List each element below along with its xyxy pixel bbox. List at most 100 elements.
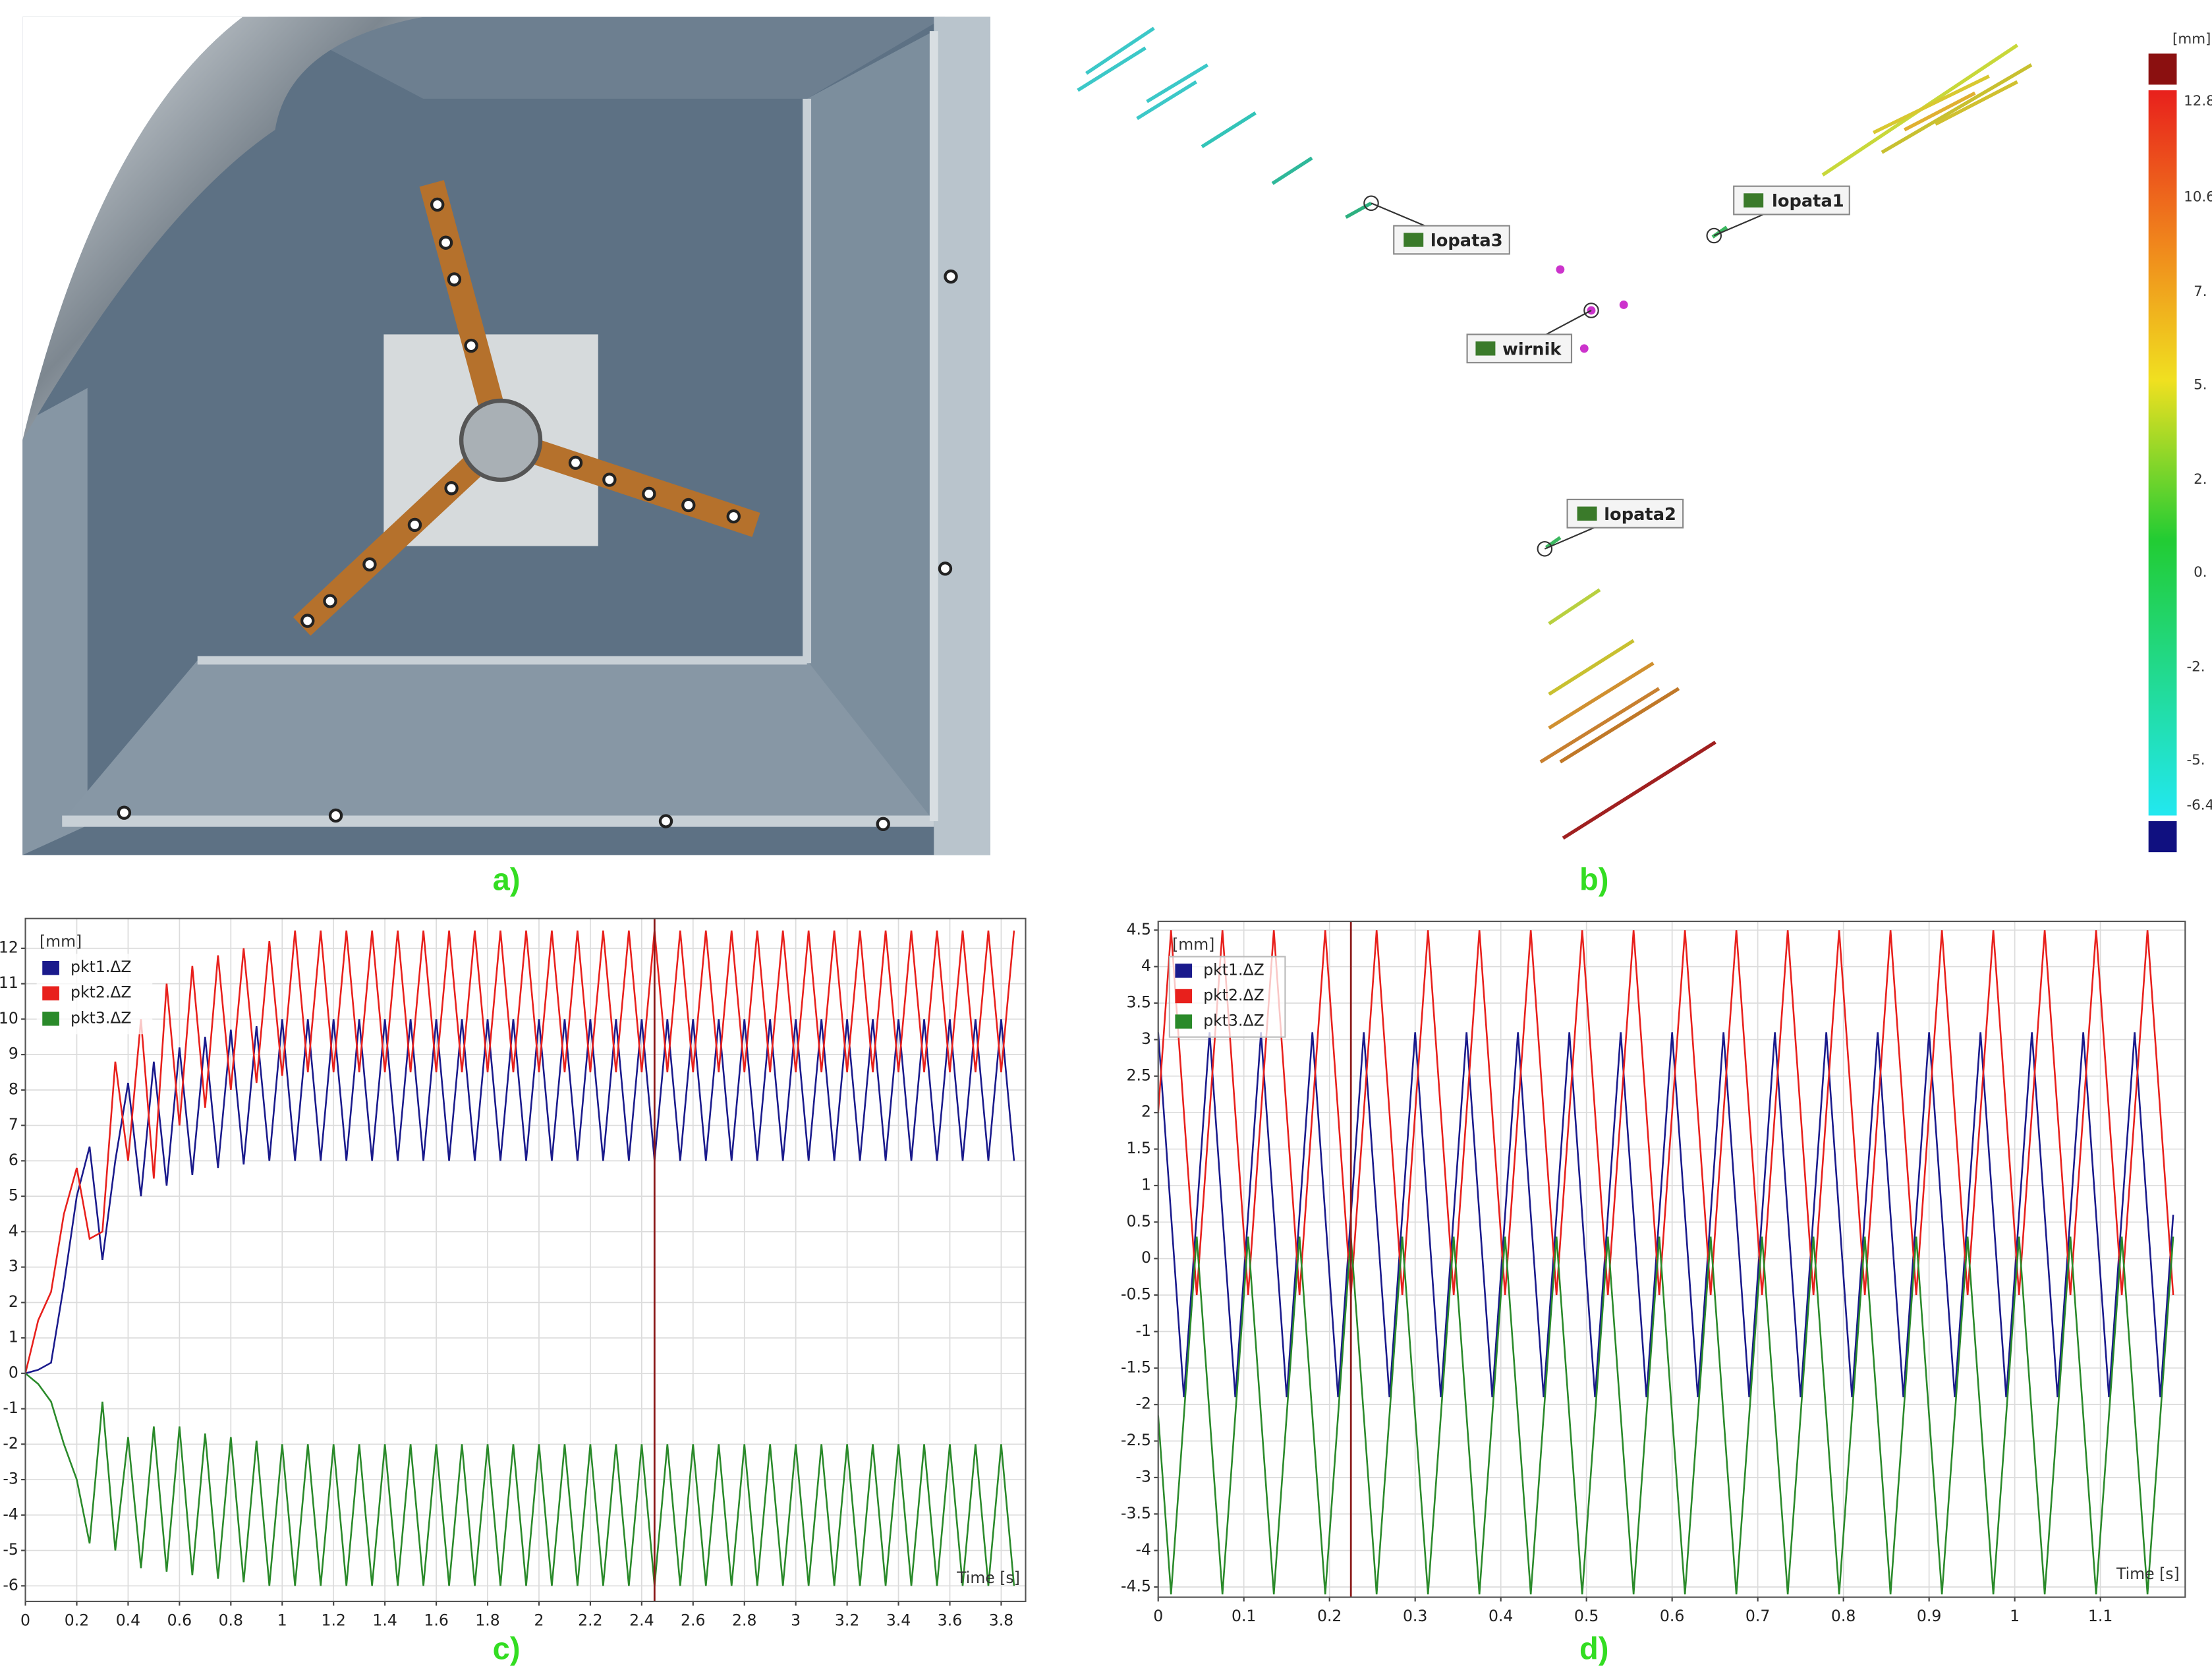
colorbar-unit: [mm] — [2172, 31, 2211, 47]
y-tick-label: -4.5 — [1121, 1577, 1151, 1596]
panel-label: b) — [1579, 862, 1608, 897]
plot-area — [26, 919, 1026, 1601]
y-tick-label: 4 — [1141, 956, 1151, 975]
tag-label: wirnik — [1502, 339, 1562, 359]
y-tick-label: 0 — [1141, 1248, 1151, 1267]
vector — [1272, 158, 1312, 184]
vector — [1882, 65, 2031, 152]
x-tick-label: 1.2 — [321, 1611, 345, 1629]
y-tick-label: 11 — [0, 973, 18, 992]
marker — [643, 488, 654, 500]
y-axis-label: [mm] — [1172, 935, 1214, 954]
x-tick-label: 2.8 — [732, 1611, 756, 1629]
vector — [1137, 82, 1197, 119]
x-tick-label: 0.8 — [219, 1611, 243, 1629]
x-tick-label: 0.8 — [1831, 1607, 1856, 1625]
marker — [683, 500, 694, 511]
panel-label: d) — [1579, 1630, 1608, 1665]
panel-label: a) — [493, 862, 521, 897]
x-tick-label: 1.8 — [475, 1611, 499, 1629]
vector — [1541, 689, 1659, 762]
marker — [432, 199, 443, 210]
x-tick-label: 0.7 — [1745, 1607, 1770, 1625]
vector — [1935, 82, 2017, 124]
marker — [440, 237, 451, 248]
vector — [1549, 641, 1633, 694]
y-tick-label: 0 — [9, 1363, 18, 1381]
under-swatch — [2149, 821, 2177, 852]
connector — [1546, 310, 1591, 334]
y-tick-label: 1 — [1141, 1175, 1151, 1194]
colorbar-ramp — [2149, 90, 2177, 815]
x-tick-label: 0.4 — [1489, 1607, 1513, 1625]
marker — [728, 511, 739, 522]
y-tick-label: -4 — [3, 1505, 18, 1523]
legend-label: pkt2.ΔZ — [71, 983, 132, 1002]
y-tick-label: 3.5 — [1127, 993, 1151, 1012]
tag-icon — [1744, 193, 1763, 207]
marker — [330, 810, 341, 821]
legend-swatch — [1175, 964, 1192, 977]
y-tick-label: 8 — [9, 1080, 18, 1098]
vectors — [1078, 28, 2031, 838]
figure: a) lopata3 wirnik — [0, 0, 2212, 1672]
legend-label: pkt3.ΔZ — [1203, 1012, 1264, 1030]
panel-label: c) — [493, 1630, 521, 1665]
marker — [409, 519, 420, 531]
over-swatch — [2149, 53, 2177, 84]
y-tick-label: 10 — [0, 1009, 18, 1027]
y-tick-label: -5 — [3, 1540, 18, 1559]
marker — [660, 815, 671, 826]
connector — [1714, 214, 1763, 235]
point — [1587, 306, 1596, 315]
colorbar-label: -6.4 — [2186, 797, 2212, 813]
x-tick-label: 0.2 — [65, 1611, 89, 1629]
y-tick-label: -3.5 — [1121, 1504, 1151, 1522]
x-tick-label: 3.2 — [835, 1611, 859, 1629]
chart: -4.5-4-3.5-3-2.5-2-1.5-1-0.500.511.522.5… — [1121, 920, 2185, 1625]
y-tick-label: -2 — [3, 1434, 18, 1453]
x-tick-label: 2.2 — [578, 1611, 602, 1629]
y-tick-label: 4.5 — [1127, 920, 1151, 938]
y-tick-label: -2.5 — [1121, 1431, 1151, 1449]
colorbar-label: 2. — [2194, 471, 2207, 488]
marker — [604, 474, 615, 485]
y-tick-label: 7 — [9, 1115, 18, 1134]
legend-swatch — [42, 961, 59, 975]
marker — [302, 615, 313, 626]
y-tick-label: -3 — [3, 1470, 18, 1488]
y-tick-label: -4 — [1136, 1540, 1151, 1559]
x-tick-label: 0.4 — [116, 1611, 140, 1629]
x-axis-label: Time [s] — [2116, 1565, 2180, 1583]
marker — [446, 482, 457, 494]
x-tick-label: 0.6 — [167, 1611, 192, 1629]
x-tick-label: 2 — [534, 1611, 544, 1629]
vector — [1560, 689, 1679, 762]
photo — [22, 17, 990, 855]
colorbar-label: -5. — [2186, 752, 2205, 768]
y-axis-label: [mm] — [40, 933, 82, 951]
x-axis-label: Time [s] — [956, 1569, 1020, 1587]
y-tick-label: 1 — [9, 1328, 18, 1346]
colorbar-label: 5. — [2194, 376, 2207, 393]
colorbar-label: 7. — [2194, 283, 2207, 300]
legend-label: pkt3.ΔZ — [71, 1008, 132, 1027]
tag-icon — [1475, 341, 1495, 355]
x-tick-label: 0.3 — [1403, 1607, 1427, 1625]
legend-swatch — [42, 1012, 59, 1025]
tag-icon — [1404, 233, 1423, 246]
connector — [1371, 203, 1425, 225]
x-tick-label: 1.6 — [424, 1611, 448, 1629]
y-tick-label: 1.5 — [1127, 1139, 1151, 1157]
colorbar: [mm] 12.8 10.6 7. 5. 2. 0. -2. -5. -6.4 — [2149, 31, 2212, 852]
point — [1556, 265, 1564, 274]
vector — [1346, 203, 1371, 217]
tags: lopata3 wirnik lopata1 lopata2 — [1394, 187, 1850, 528]
marker — [449, 274, 460, 285]
y-tick-label: 2 — [1141, 1103, 1151, 1121]
marker — [324, 595, 335, 606]
x-tick-label: 2.6 — [681, 1611, 705, 1629]
marker — [878, 819, 889, 830]
y-tick-label: 5 — [9, 1186, 18, 1205]
chart: -6-5-4-3-2-1012345678910111200.20.40.60.… — [0, 919, 1025, 1630]
